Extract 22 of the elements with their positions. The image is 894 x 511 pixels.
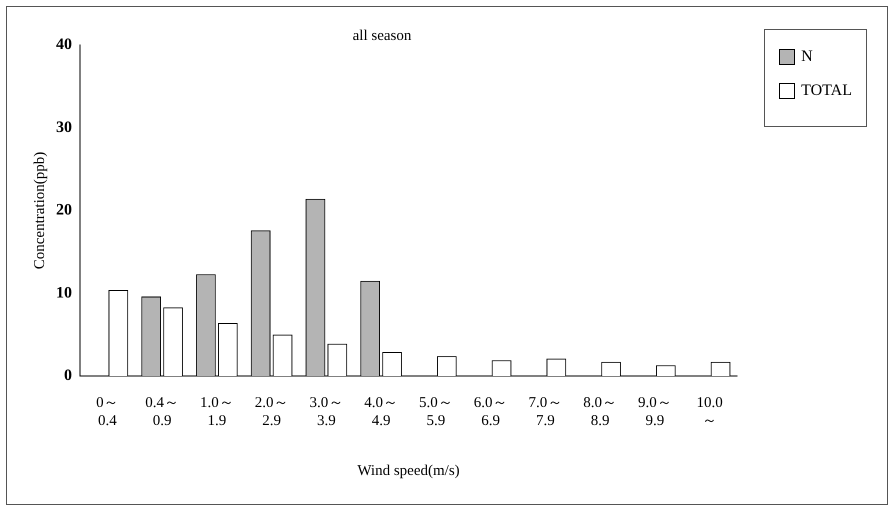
x-tick-label: 5.0～ 5.9 [419,394,453,429]
x-axis-title: Wind speed(m/s) [357,462,460,479]
x-tick-label: 2.0～ 2.9 [254,394,288,429]
y-tick-label: 40 [56,36,72,54]
y-tick-label: 20 [56,202,72,219]
x-tick-label: 7.0～ 7.9 [528,394,562,429]
x-tick-label: 0～ 0.4 [96,394,119,429]
x-tick-label: 6.0～ 6.9 [474,394,508,429]
chart-title: all season [352,28,412,44]
x-tick-label: 8.0～ 8.9 [583,394,617,429]
x-tick-label: 1.0～ 1.9 [200,394,234,429]
x-tick-label: 10.0 ～ [696,394,723,429]
x-tick-label: 4.0～ 4.9 [364,394,398,429]
y-tick-label: 30 [56,118,72,136]
y-tick-label: 10 [56,284,72,302]
text: TOTAL [801,82,852,100]
y-axis-title: Concentration(ppb) [32,152,48,270]
x-tick-label: 0.4～ 0.9 [145,394,179,429]
x-tick-label: 9.0～ 9.9 [638,394,672,429]
legend-label: N [801,48,813,66]
x-tick-label: 3.0～ 3.9 [310,394,344,429]
y-tick-label: 0 [64,367,72,384]
